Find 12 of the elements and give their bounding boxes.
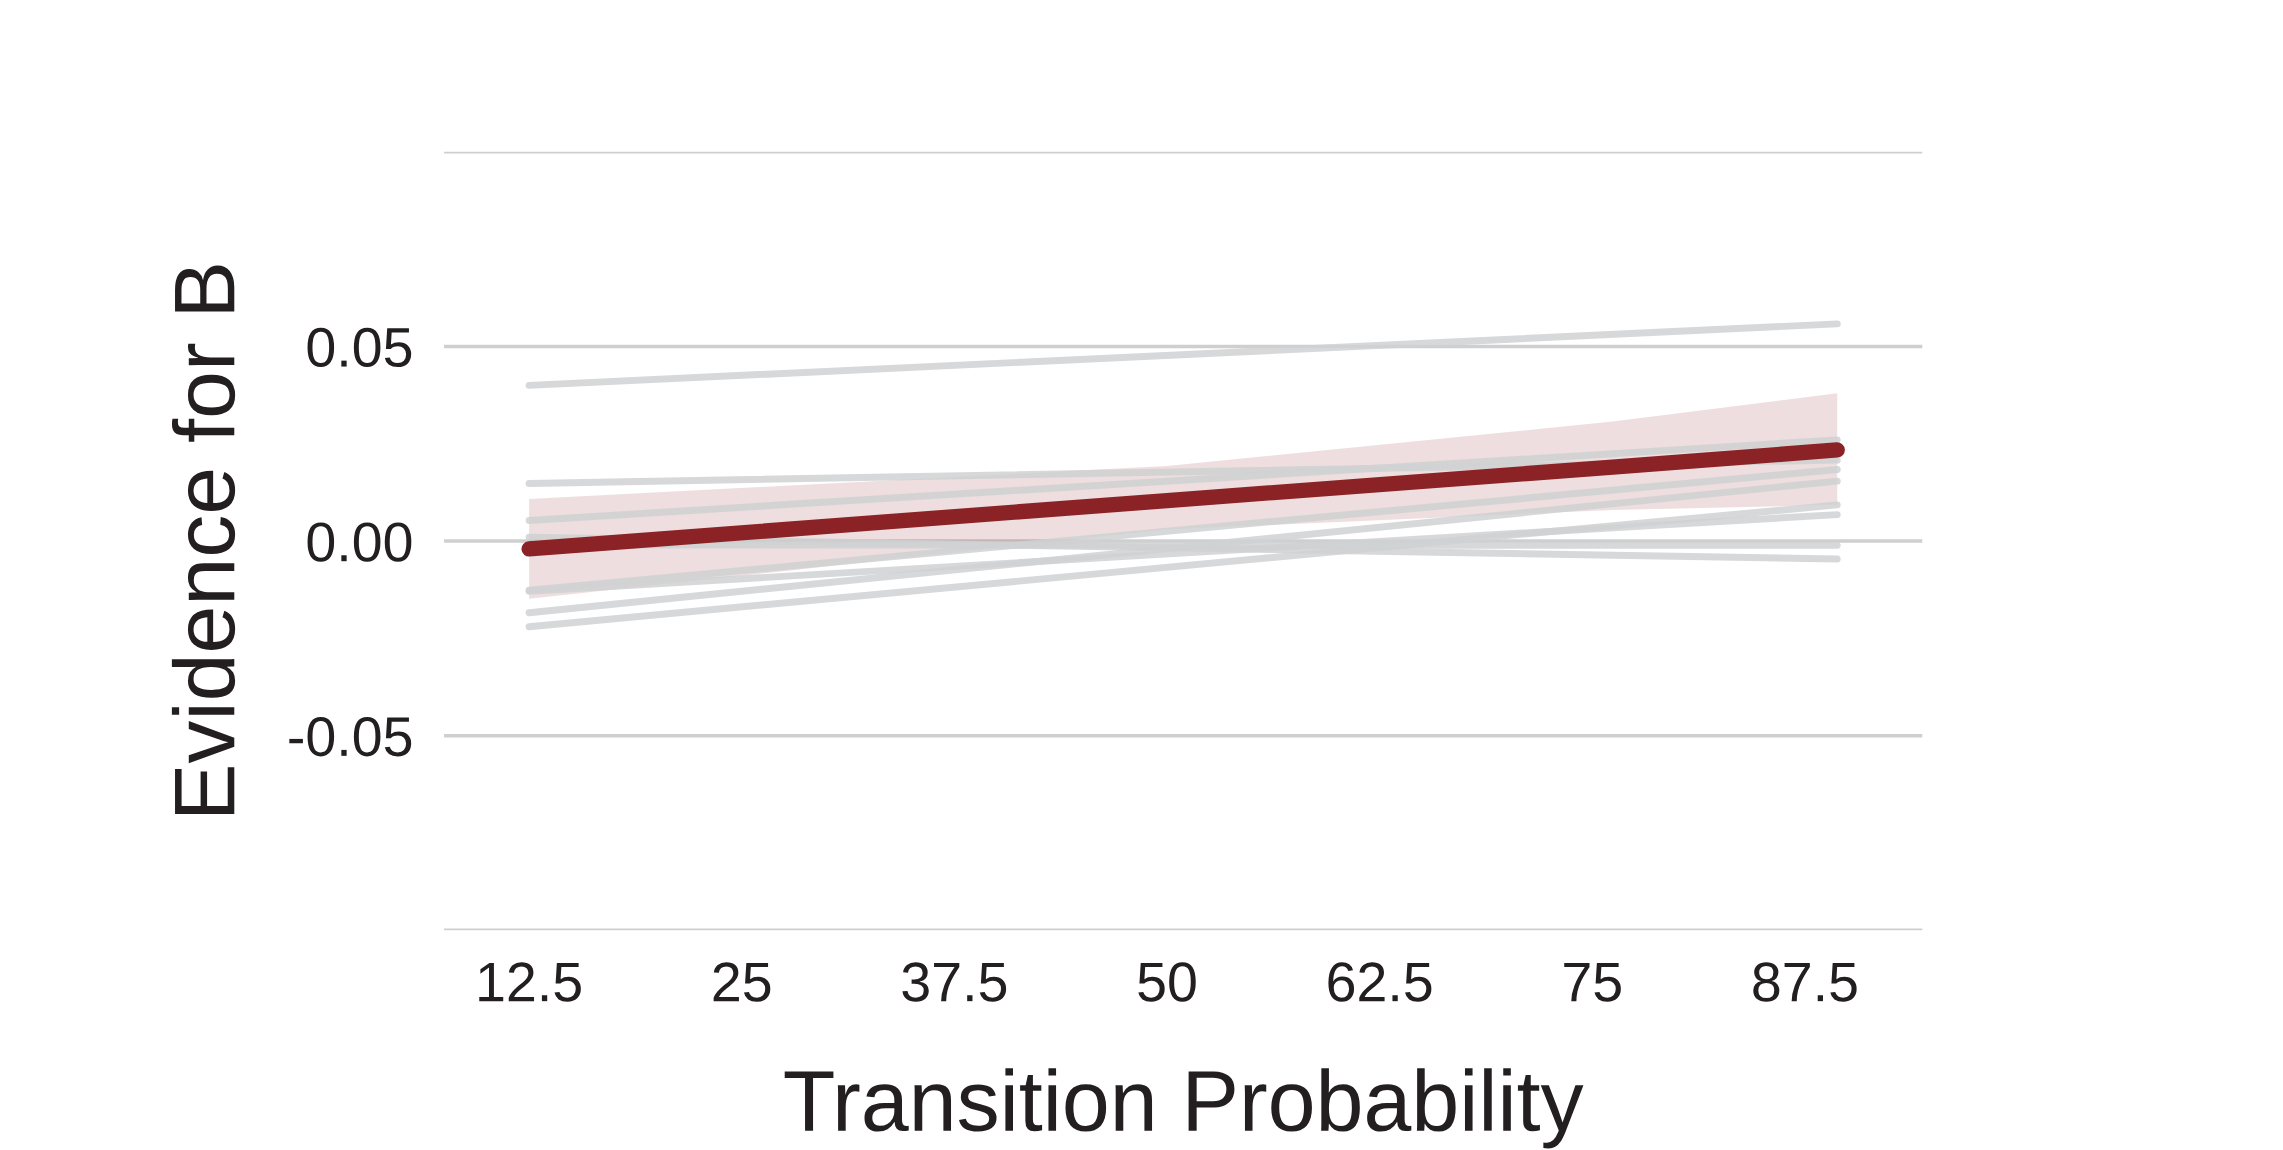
y-tick-label: 0.05 — [307, 327, 412, 368]
x-tick-label: 25 — [713, 962, 771, 1002]
x-tick-label: 37.5 — [902, 962, 1007, 1002]
x-tick-label: 75 — [1564, 962, 1621, 1002]
y-tick-label: -0.05 — [289, 717, 412, 757]
y-tick-label: 0.00 — [307, 522, 412, 562]
x-axis-title: Transition Probability — [784, 1068, 1584, 1149]
x-tick-label: 12.5 — [479, 962, 581, 1002]
x-tick-label: 87.5 — [1753, 962, 1857, 1002]
x-tick-label: 50 — [1138, 962, 1196, 1002]
y-axis-title: Evidence for B — [171, 265, 236, 815]
x-tick-label: 62.5 — [1328, 962, 1432, 1002]
